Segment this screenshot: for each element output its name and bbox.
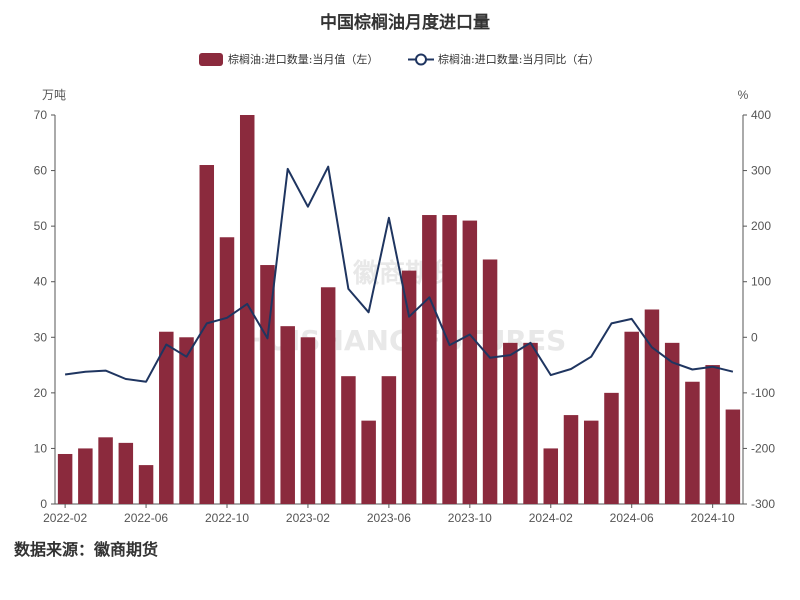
bar [199,165,215,504]
x-tick-label: 2022-10 [205,511,249,525]
axes [54,115,744,505]
bar [341,376,356,504]
bar [118,442,134,504]
x-tick-label: 2024-10 [691,511,735,525]
bar [725,409,741,504]
x-axis-ticks: 2022-02 2022-06 2022-10 2023-02 2023-06 2023-… [43,504,735,525]
y-right-tick-label: -300 [751,497,775,511]
y-left-unit: 万吨 [42,88,66,102]
bar [401,270,417,504]
y-right-tick-label: 0 [751,330,758,344]
bar [604,392,619,504]
y-left-tick-label: 60 [34,164,48,178]
yoy-line [64,165,734,383]
bar [280,326,295,504]
bar [300,337,316,504]
bar [138,465,154,504]
bar [442,215,457,504]
bar [57,453,73,504]
legend-bar-swatch [199,53,223,66]
bar [361,420,376,504]
legend-line-marker [415,53,427,66]
x-tick-label: 2024-02 [529,511,573,525]
x-tick-label: 2022-06 [124,511,168,525]
chart-title: 中国棕榈油月度进口量 [320,12,490,33]
bar [685,381,700,504]
bar [583,420,599,504]
bar [78,448,93,504]
y-right-tick-label: 100 [751,275,771,289]
bar [159,331,174,504]
y-right-tick-label: -100 [751,386,775,400]
bar [462,220,478,505]
legend: 棕榈油:进口数量:当月值（左） 棕榈油:进口数量:当月同比（右） [199,52,599,66]
x-tick-label: 2023-10 [448,511,492,525]
x-tick-label: 2024-06 [610,511,654,525]
y-right-tick-label: 200 [751,219,771,233]
bar-series [57,115,741,505]
y-right-tick-label: 300 [751,164,771,178]
bar [543,448,559,504]
line-series [64,165,734,383]
bar [503,342,518,504]
x-tick-label: 2023-06 [367,511,411,525]
legend-line-label: 棕榈油:进口数量:当月同比（右） [438,52,599,66]
y-left-tick-label: 20 [34,386,48,400]
bar [523,342,538,504]
source-note: 数据来源：徽商期货 [14,540,159,559]
bar [482,259,498,504]
y-right-unit: % [738,88,749,102]
bar [563,415,579,504]
bar [179,337,194,504]
bar [624,331,639,504]
bar [219,237,235,504]
bar [664,342,680,504]
bar [422,215,437,504]
y-left-tick-label: 40 [34,275,48,289]
y-left-tick-label: 0 [40,497,47,511]
x-tick-label: 2022-02 [43,511,87,525]
bar [239,115,255,504]
bar [644,309,660,504]
bar [320,287,336,504]
bar [705,365,720,504]
y-right-tick-label: 400 [751,108,771,122]
y-left-tick-label: 10 [34,441,48,455]
y-axis-ticks: 0 10 20 30 40 50 60 70 -300 -200 -100 0 100 200 300 400 [34,108,776,511]
y-right-tick-label: -200 [751,441,775,455]
legend-bar-label: 棕榈油:进口数量:当月值（左） [228,52,378,66]
y-left-tick-label: 30 [34,330,48,344]
bar [98,437,113,504]
y-left-tick-label: 70 [34,108,48,122]
bar [260,265,275,504]
bar [381,376,397,504]
y-left-tick-label: 50 [34,219,48,233]
x-tick-label: 2023-02 [286,511,330,525]
